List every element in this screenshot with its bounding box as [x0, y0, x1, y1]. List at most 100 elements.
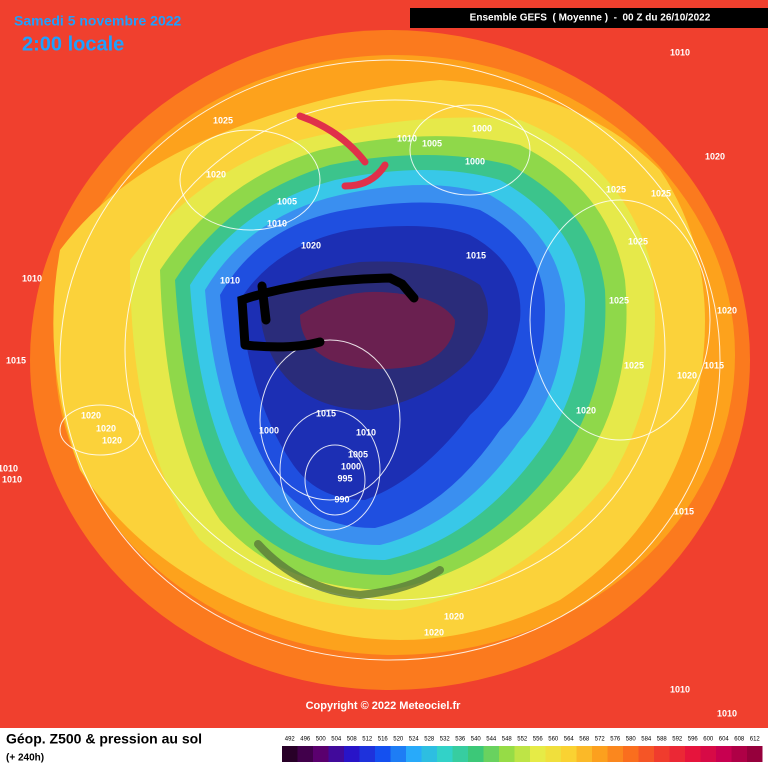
scale-label: 496 — [300, 737, 311, 743]
scale-label: 576 — [610, 737, 621, 743]
isobar-label: 1020 — [705, 151, 725, 161]
isobar-label: 1010 — [2, 474, 22, 484]
geopotential-field — [0, 0, 768, 728]
scale-swatch — [313, 746, 329, 762]
scale-label: 492 — [285, 737, 296, 743]
scale-swatch — [592, 746, 608, 762]
scale-label: 520 — [393, 737, 404, 743]
scale-swatch — [545, 746, 561, 762]
isobar-label: 1010 — [397, 133, 417, 143]
isobar-label: 990 — [334, 494, 349, 504]
isobar-label: 1000 — [341, 461, 361, 471]
scale-label: 560 — [548, 737, 559, 743]
color-scale: 492 496 500 504 508 512 516 520 524 528 532 536 540 5… — [282, 737, 763, 762]
scale-label: 596 — [688, 737, 699, 743]
isobar-label: 1005 — [422, 138, 442, 148]
scale-label: 572 — [595, 737, 606, 743]
scale-swatch — [731, 746, 747, 762]
scale-label: 544 — [486, 737, 497, 743]
scale-swatch — [561, 746, 577, 762]
isobar-label: 1020 — [81, 410, 101, 420]
forecast-time: 2:00 locale — [22, 33, 124, 55]
scale-label: 552 — [517, 737, 528, 743]
scale-swatch — [685, 746, 701, 762]
isobar-label: 1010 — [356, 427, 376, 437]
scale-label: 540 — [471, 737, 482, 743]
scale-label: 528 — [424, 737, 435, 743]
isobar-label: 1015 — [704, 360, 724, 370]
scale-swatch — [607, 746, 623, 762]
scale-swatch — [359, 746, 375, 762]
scale-label: 536 — [455, 737, 466, 743]
isobar-label: 1020 — [206, 169, 226, 179]
scale-swatch — [576, 746, 592, 762]
scale-swatch — [530, 746, 546, 762]
scale-label: 592 — [672, 737, 683, 743]
scale-label: 512 — [362, 737, 373, 743]
scale-label: 548 — [502, 737, 513, 743]
isobar-label: 1025 — [651, 188, 671, 198]
isobar-label: 1015 — [6, 355, 26, 365]
scale-label: 516 — [378, 737, 389, 743]
legend-title: Géop. Z500 & pression au sol — [6, 731, 202, 747]
isobar-label: 1015 — [466, 250, 486, 260]
scale-swatch — [344, 746, 360, 762]
isobar-label: 1020 — [717, 305, 737, 315]
isobar-label: 1000 — [465, 156, 485, 166]
run-info: Ensemble GEFS ( Moyenne ) - 00 Z du 26/1… — [470, 13, 711, 24]
scale-swatch — [297, 746, 313, 762]
isobar-label: 1010 — [22, 273, 42, 283]
isobar-label: 1015 — [674, 506, 694, 516]
scale-swatch — [483, 746, 499, 762]
isobar-label: 1000 — [472, 123, 492, 133]
scale-swatch — [623, 746, 639, 762]
scale-swatch — [282, 746, 298, 762]
forecast-date: Samedi 5 novembre 2022 — [14, 13, 182, 29]
isobar-label: 1020 — [301, 240, 321, 250]
isobar-label: 1010 — [670, 47, 690, 57]
scale-swatch — [747, 746, 763, 762]
isobar-label: 1020 — [102, 435, 122, 445]
scale-swatch — [499, 746, 515, 762]
scale-label: 608 — [734, 737, 745, 743]
isobar-label: 1005 — [277, 196, 297, 206]
scale-label: 604 — [719, 737, 730, 743]
isobar-label: 1025 — [609, 295, 629, 305]
isobar-label: 1025 — [213, 115, 233, 125]
isobar-label: 1010 — [670, 684, 690, 694]
isobar-label: 1020 — [424, 627, 444, 637]
isobar-label: 1020 — [96, 423, 116, 433]
isobar-contours — [59, 59, 721, 661]
legend-lead: (+ 240h) — [6, 753, 44, 764]
scale-swatch — [669, 746, 685, 762]
isobar-label: 1010 — [0, 463, 18, 473]
run-box — [410, 8, 768, 28]
scale-label: 612 — [750, 737, 761, 743]
scale-swatch — [421, 746, 437, 762]
scale-label: 504 — [331, 737, 342, 743]
annotations — [237, 112, 444, 600]
isobar-label: 1010 — [267, 218, 287, 228]
scale-swatch — [375, 746, 391, 762]
scale-swatch — [716, 746, 732, 762]
scale-swatch — [700, 746, 716, 762]
isobar-label: 1000 — [259, 425, 279, 435]
isobar-label: 1025 — [624, 360, 644, 370]
isobar-label: 1005 — [348, 449, 368, 459]
scale-swatch — [406, 746, 422, 762]
scale-swatch — [437, 746, 453, 762]
isobar-label: 1020 — [677, 370, 697, 380]
scale-label: 556 — [533, 737, 544, 743]
isobar-label: 1015 — [316, 408, 336, 418]
isobar-label: 1020 — [576, 405, 596, 415]
isobar-label: 1010 — [220, 275, 240, 285]
scale-label: 532 — [440, 737, 451, 743]
scale-swatch — [514, 746, 530, 762]
scale-label: 580 — [626, 737, 637, 743]
scale-swatch — [328, 746, 344, 762]
copyright: Copyright © 2022 Meteociel.fr — [306, 700, 462, 712]
scale-label: 588 — [657, 737, 668, 743]
isobar-label: 1025 — [606, 184, 626, 194]
scale-swatch — [638, 746, 654, 762]
